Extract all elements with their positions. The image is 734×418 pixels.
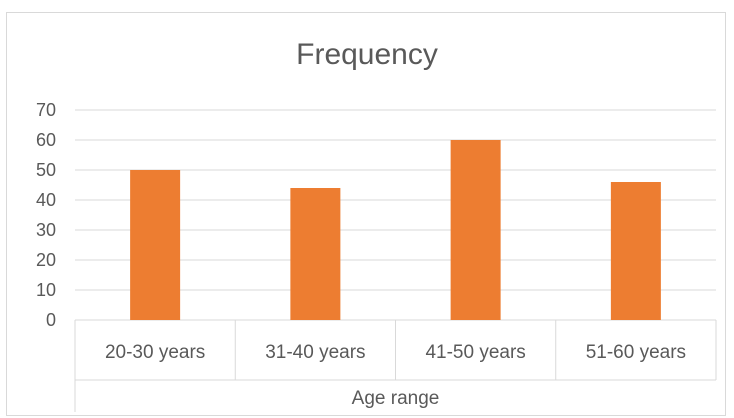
bar-3 [450,140,501,320]
y-tick-label: 10 [36,280,56,300]
x-tick-label: 41-50 years [425,342,525,363]
y-tick-label: 30 [36,220,56,240]
y-tick-label: 20 [36,250,56,270]
x-tick-label: 20-30 years [105,342,205,363]
y-tick-label: 50 [36,160,56,180]
x-tick-label: 31-40 years [265,342,365,363]
x-axis-label: Age range [352,388,440,409]
bar-1 [130,170,181,320]
y-tick-label: 0 [46,310,56,330]
bar-2 [290,188,341,320]
x-tick-label: 51-60 years [586,342,686,363]
chart-title: Frequency [296,38,438,71]
chart-border [6,12,726,416]
bar-4 [610,182,661,320]
y-tick-label: 40 [36,190,56,210]
y-tick-label: 70 [36,100,56,120]
y-tick-label: 60 [36,130,56,150]
